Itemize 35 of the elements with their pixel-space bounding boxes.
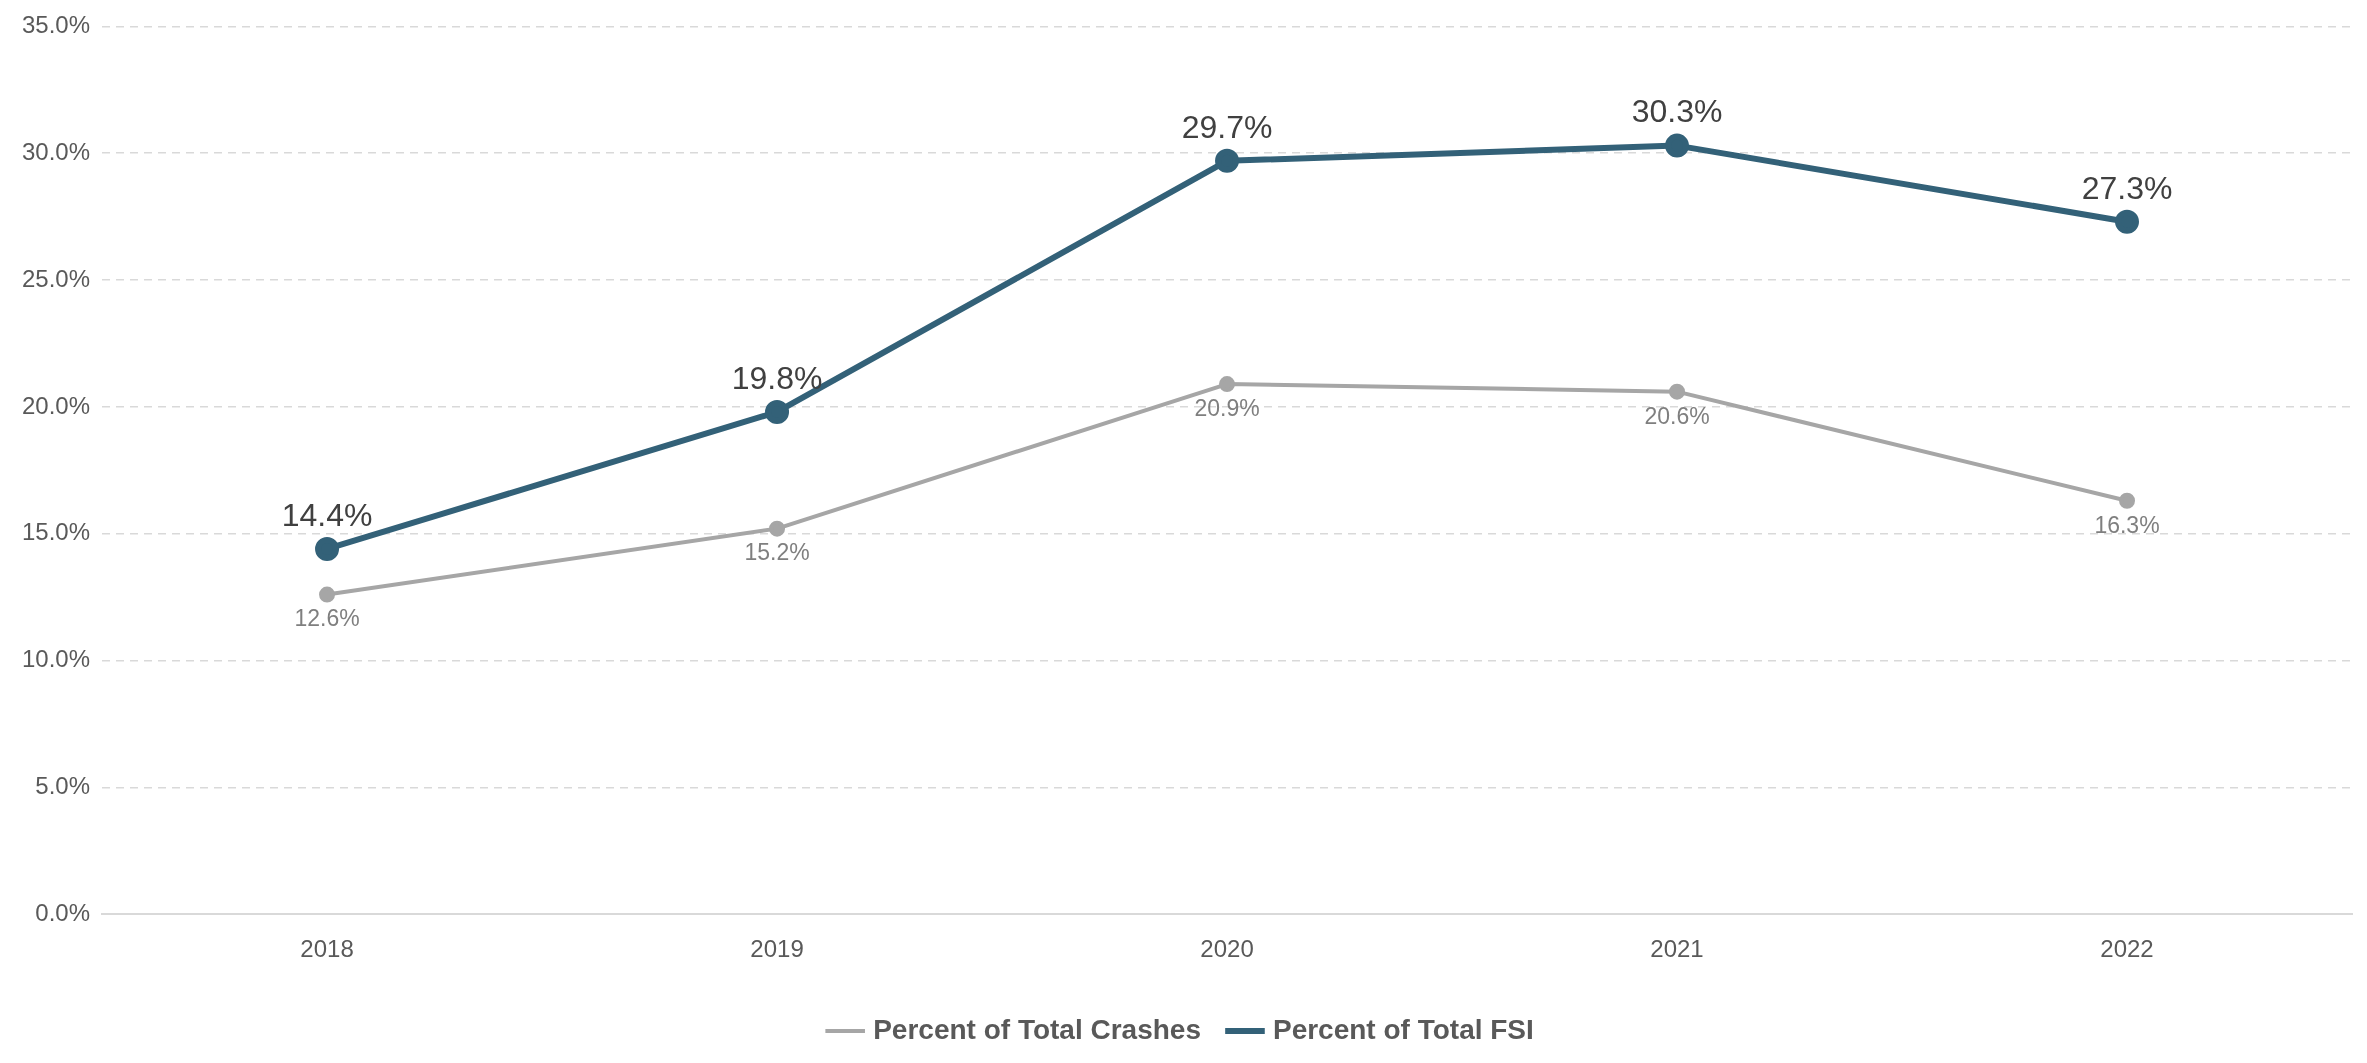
point	[2119, 492, 2135, 509]
data-label: 15.2%	[744, 539, 810, 566]
data-label: 14.4%	[281, 496, 373, 533]
legend-label: Percent of Total FSI	[1272, 1013, 1534, 1045]
data-label: 30.3%	[1631, 93, 1723, 130]
x-tick-label: 2020	[1200, 935, 1254, 963]
point	[315, 536, 340, 561]
point	[765, 399, 790, 424]
data-label: 27.3%	[2081, 169, 2173, 206]
point	[319, 586, 336, 603]
x-tick-label: 2022	[2100, 935, 2154, 963]
data-label: 29.7%	[1181, 108, 1273, 145]
data-label: 12.6%	[294, 605, 360, 632]
y-tick-label: 25.0%	[21, 264, 91, 292]
y-tick-label: 35.0%	[21, 11, 91, 39]
y-tick-label: 30.0%	[21, 137, 91, 165]
point	[769, 520, 786, 537]
data-label: 20.6%	[1644, 402, 1710, 429]
point	[1215, 148, 1240, 173]
y-tick-label: 10.0%	[21, 645, 91, 673]
y-tick-label: 15.0%	[21, 518, 91, 546]
data-label: 16.3%	[2094, 511, 2160, 538]
x-tick-label: 2021	[1650, 935, 1704, 963]
x-tick-label: 2018	[300, 935, 354, 963]
point	[2115, 209, 2139, 234]
point	[1669, 383, 1686, 400]
y-tick-label: 0.0%	[35, 898, 91, 926]
y-tick-label: 20.0%	[21, 391, 91, 419]
data-label: 19.8%	[731, 359, 823, 396]
legend-label: Percent of Total Crashes	[873, 1013, 1201, 1045]
point	[1219, 376, 1236, 393]
data-label: 20.9%	[1194, 394, 1260, 421]
y-tick-label: 5.0%	[35, 772, 91, 799]
point	[1665, 133, 1690, 158]
x-tick-label: 2019	[750, 935, 804, 963]
